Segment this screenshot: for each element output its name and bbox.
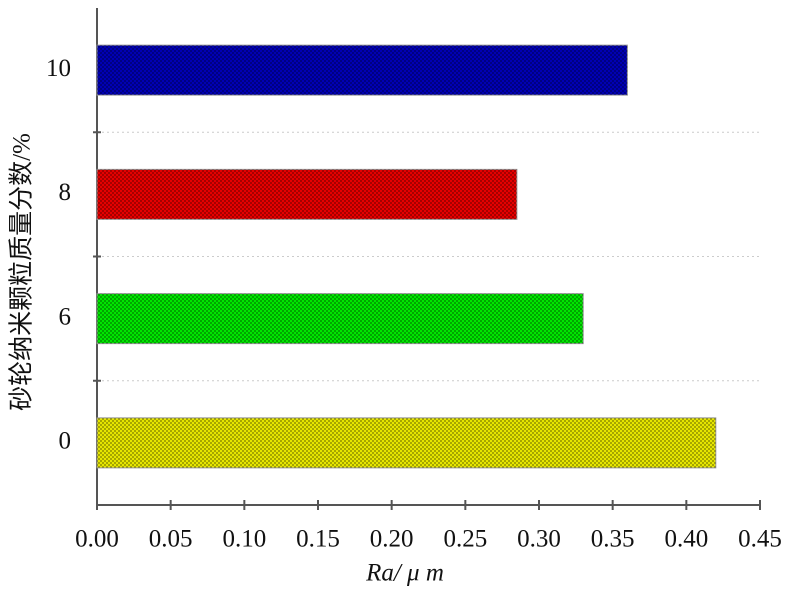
x-axis-label: Ra/ μ m [365, 560, 444, 587]
x-tick-label: 0.10 [222, 526, 266, 553]
x-tick-label: 0.40 [664, 526, 708, 553]
y-tick-label: 0 [59, 428, 72, 455]
x-tick-label: 0.45 [738, 526, 782, 553]
y-tick-label: 10 [46, 55, 71, 82]
bar-texture [97, 417, 716, 468]
x-tick-label: 0.05 [149, 526, 193, 553]
x-tick-label: 0.25 [443, 526, 487, 553]
y-axis-label: 砂轮纳米颗粒质量分数/% [8, 133, 36, 411]
y-tick-label: 6 [59, 303, 72, 330]
y-tick-label: 8 [59, 179, 72, 206]
x-tick-label: 0.15 [296, 526, 340, 553]
bar-texture [97, 293, 584, 344]
x-tick-label: 0.20 [370, 526, 414, 553]
x-tick-label: 0.35 [591, 526, 635, 553]
x-tick-label: 0.30 [517, 526, 561, 553]
bar-texture [97, 169, 517, 220]
bar-texture [97, 45, 628, 96]
x-tick-label: 0.00 [75, 526, 119, 553]
